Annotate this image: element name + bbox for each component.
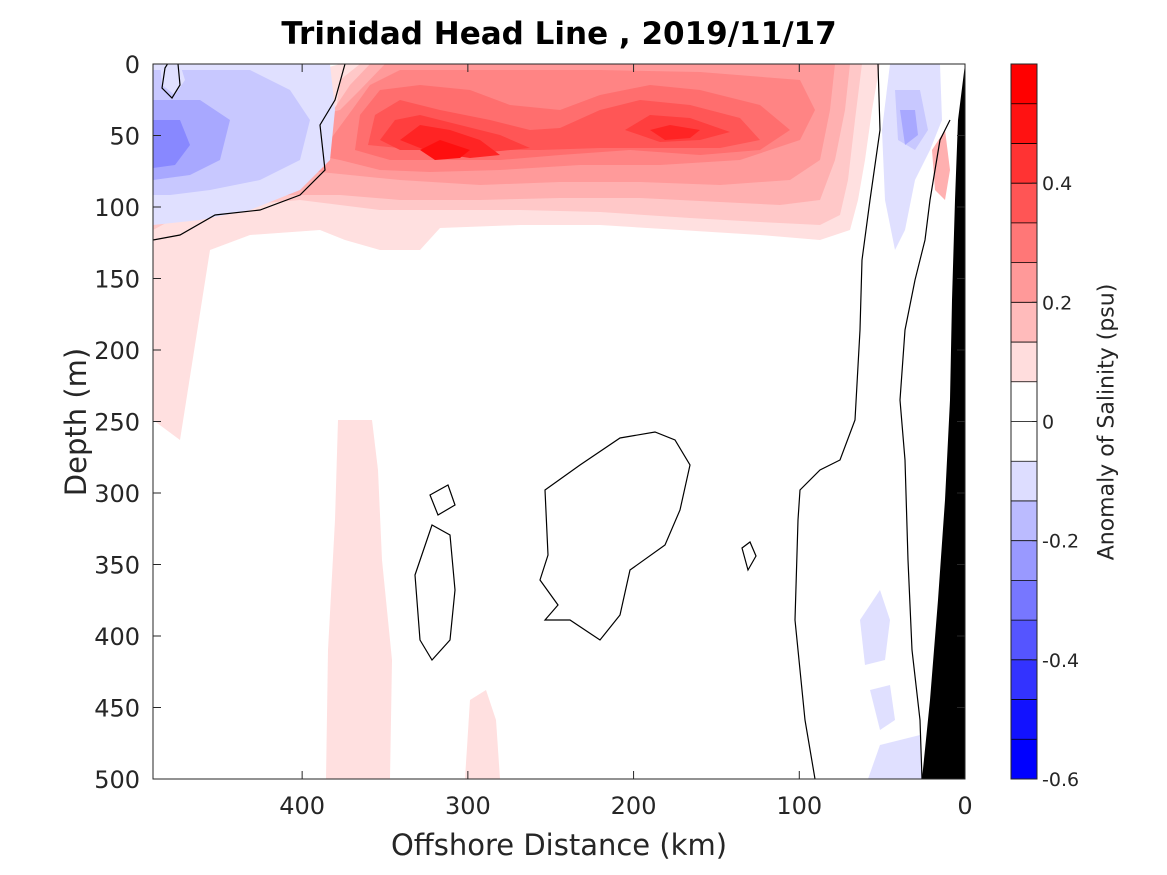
contour-fill-deep-lobe (465, 690, 500, 779)
land-mask (922, 64, 965, 779)
y-tick-label-4: 200 (94, 337, 140, 365)
y-tick-label-5: 250 (94, 409, 140, 437)
y-tick-label-1: 50 (109, 123, 140, 151)
colorbar-tick-label-2: -0.2 (1042, 531, 1079, 553)
contour-fill-nearshore-pos (932, 130, 950, 200)
colorbar-swatch-2 (1011, 659, 1037, 701)
colorbar: -0.6 -0.4 -0.2 0 0.2 0.4 (1010, 63, 1079, 791)
colorbar-swatch-17 (1011, 64, 1037, 105)
y-tick-label-10: 500 (94, 766, 140, 794)
chart-title: Trinidad Head Line , 2019/11/17 (281, 16, 837, 52)
x-tick-label-3: 100 (776, 792, 822, 820)
y-tick-label-7: 350 (94, 552, 140, 580)
colorbar-swatch-16 (1011, 103, 1037, 144)
colorbar-swatch-11 (1011, 302, 1037, 343)
colorbar-swatch-15 (1011, 143, 1037, 184)
x-tick-label-1: 300 (445, 792, 491, 820)
colorbar-tick-label-4: 0.2 (1042, 292, 1072, 314)
x-tick-label-2: 200 (611, 792, 657, 820)
contour-fill-neg-deep-1 (860, 590, 890, 665)
contour-fill-deep-tongue (326, 420, 392, 779)
colorbar-tick-label-0: -0.6 (1042, 769, 1079, 791)
colorbar-swatch-10 (1011, 342, 1037, 383)
y-axis-label: Depth (m) (59, 347, 93, 497)
y-tick-label-0: 0 (125, 51, 140, 79)
colorbar-swatch-12 (1011, 262, 1037, 303)
x-axis: 400 300 200 100 0 (279, 64, 973, 820)
contour-fill-neg-near-3 (900, 110, 918, 145)
colorbar-swatch-4 (1011, 580, 1037, 621)
y-axis: 0 50 100 150 200 250 300 350 400 450 500 (94, 51, 965, 794)
colorbar-label: Anomaly of Salinity (psu) (1094, 283, 1120, 561)
x-tick-label-4: 0 (957, 792, 972, 820)
x-axis-label: Offshore Distance (km) (390, 828, 728, 862)
colorbar-swatch-6 (1011, 500, 1037, 542)
colorbar-swatch-13 (1011, 222, 1037, 264)
colorbar-swatch-9 (1011, 381, 1037, 422)
plot-area (153, 64, 965, 779)
contour-fill-neg-deep-2 (870, 685, 895, 730)
y-tick-label-6: 300 (94, 480, 140, 508)
colorbar-swatch-3 (1011, 620, 1037, 661)
colorbar-swatch-14 (1011, 183, 1037, 224)
colorbar-tick-label-5: 0.4 (1042, 173, 1072, 195)
contour-fill-neg-4 (153, 120, 190, 168)
contour-fill-neg-deep-3 (868, 735, 922, 779)
y-tick-label-9: 450 (94, 695, 140, 723)
y-tick-label-2: 100 (94, 194, 140, 222)
contour-fill-pos-core (420, 140, 470, 160)
contour-fill-pos-9b (650, 125, 700, 140)
colorbar-swatch-1 (1011, 699, 1037, 740)
colorbar-tick-label-3: 0 (1042, 412, 1054, 434)
colorbar-swatch-8 (1011, 421, 1037, 462)
colorbar-swatch-7 (1011, 461, 1037, 502)
x-tick-label-0: 400 (279, 792, 325, 820)
y-tick-label-3: 150 (94, 266, 140, 294)
colorbar-swatch-0 (1011, 739, 1037, 780)
colorbar-swatch-5 (1011, 540, 1037, 581)
y-tick-label-8: 400 (94, 623, 140, 651)
zero-contours (153, 64, 951, 779)
colorbar-tick-label-1: -0.4 (1042, 650, 1079, 672)
